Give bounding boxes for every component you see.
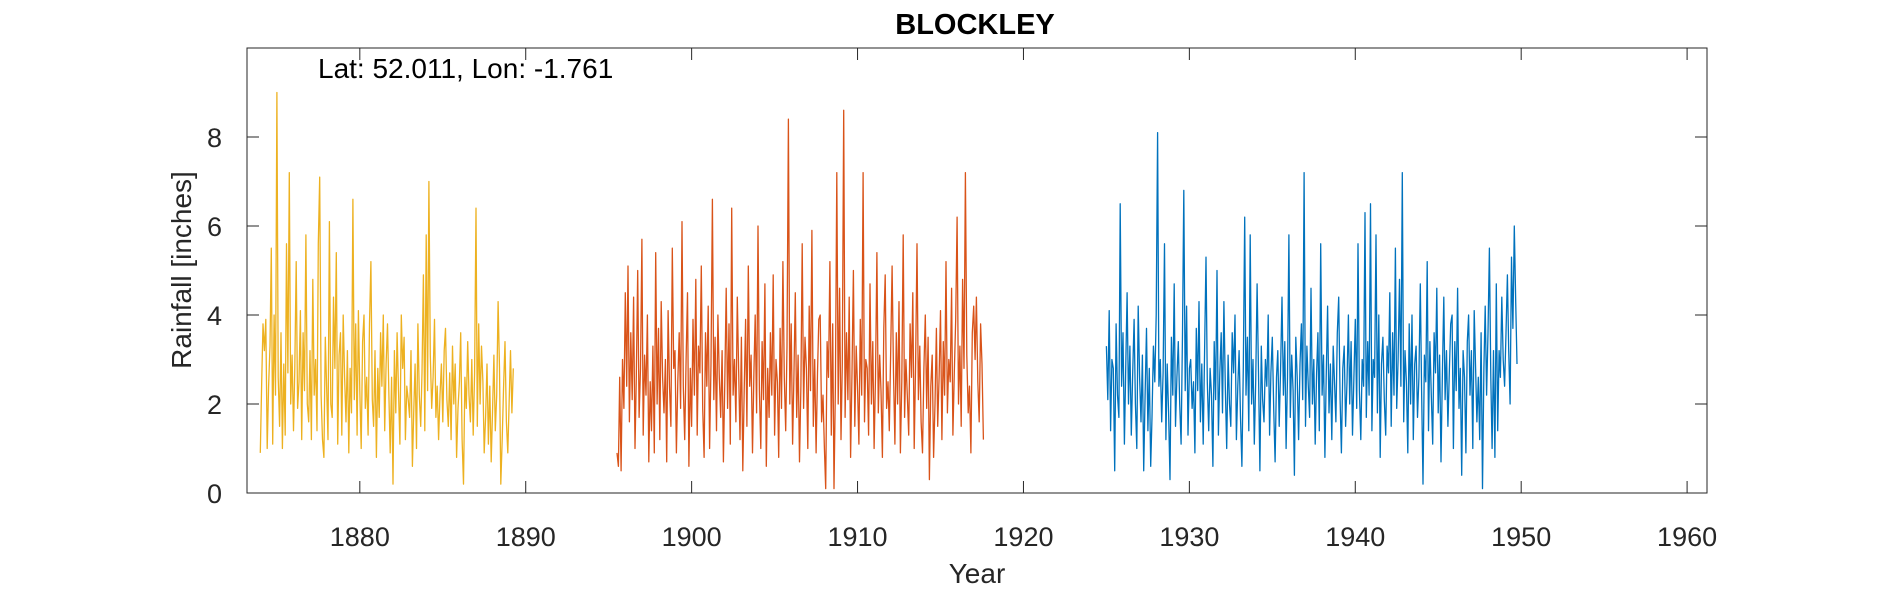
- x-tick-label: 1940: [1325, 522, 1385, 552]
- plot-area-frame: [246, 47, 1708, 494]
- y-axis-label: Rainfall [inches]: [166, 171, 197, 369]
- series-line-1: [259, 91, 514, 485]
- x-tick-label: 1910: [828, 522, 888, 552]
- series-layer: [259, 91, 1518, 490]
- x-tick-label: 1950: [1491, 522, 1551, 552]
- x-axis-label: Year: [949, 558, 1006, 589]
- location-annotation: Lat: 52.011, Lon: -1.761: [318, 53, 613, 84]
- x-tick-label: 1920: [993, 522, 1053, 552]
- y-tick-label: 8: [207, 123, 222, 153]
- y-tick-label: 2: [207, 390, 222, 420]
- x-tick-label: 1890: [496, 522, 556, 552]
- x-tick-label: 1930: [1159, 522, 1219, 552]
- axis-layer: 1880 1890 1900 1910 1920 1930 1940 1950 1960 0 2 4 6…: [207, 48, 1717, 552]
- x-tick-label: 1960: [1657, 522, 1717, 552]
- x-tick-label: 1880: [330, 522, 390, 552]
- x-tick-label: 1900: [662, 522, 722, 552]
- series-line-2: [616, 109, 985, 490]
- chart-title: BLOCKLEY: [895, 9, 1055, 41]
- y-tick-label: 6: [207, 212, 222, 242]
- series-line-3: [1105, 131, 1518, 490]
- y-tick-label: 0: [207, 479, 222, 509]
- y-tick-label: 4: [207, 301, 222, 331]
